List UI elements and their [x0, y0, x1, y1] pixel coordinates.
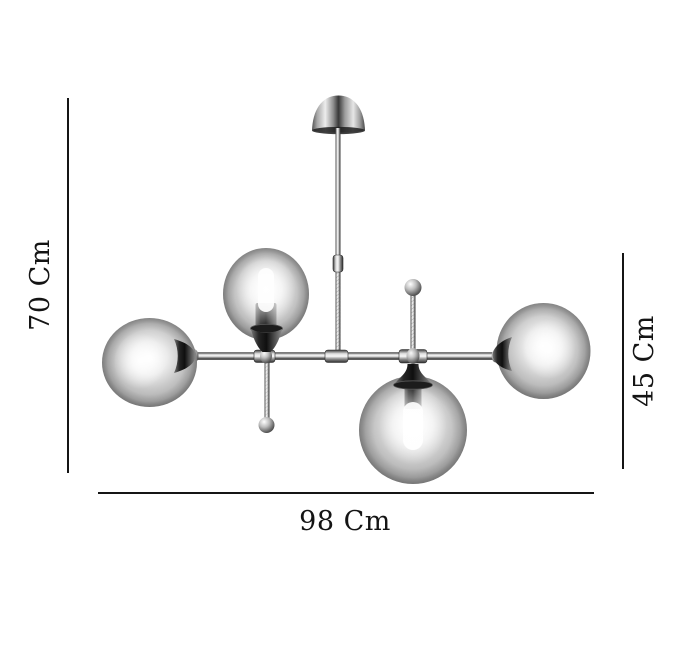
- globe-right-socket: [492, 337, 512, 371]
- chandelier-illustration: [102, 95, 591, 484]
- down-stem: [258, 358, 275, 433]
- glass-globe-bottom: [359, 364, 467, 484]
- bar-joint-center: [324, 349, 349, 363]
- glass-globe-right: [492, 303, 591, 399]
- down-stem-ball-finial: [258, 417, 275, 433]
- horizontal-bar: [188, 348, 501, 364]
- overall-height-label: 70 Cm: [25, 239, 56, 331]
- dimension-annotations: 70 Cm 45 Cm 98 Cm: [25, 98, 660, 537]
- globe-bottom-cap: [394, 364, 432, 385]
- glass-globe-left: [102, 318, 197, 407]
- center-rod: [332, 128, 344, 356]
- width-label: 98 Cm: [299, 506, 391, 537]
- globe-top-socket-rim: [250, 323, 283, 334]
- fixture-height-label: 45 Cm: [629, 315, 660, 407]
- globe-bottom-cap-rim: [393, 380, 433, 390]
- glass-globe-top: [223, 248, 309, 352]
- up-stem-ball-finial: [404, 279, 422, 296]
- up-stem: [404, 279, 422, 355]
- globe-top-socket: [251, 329, 282, 352]
- globe-left-socket: [174, 339, 196, 373]
